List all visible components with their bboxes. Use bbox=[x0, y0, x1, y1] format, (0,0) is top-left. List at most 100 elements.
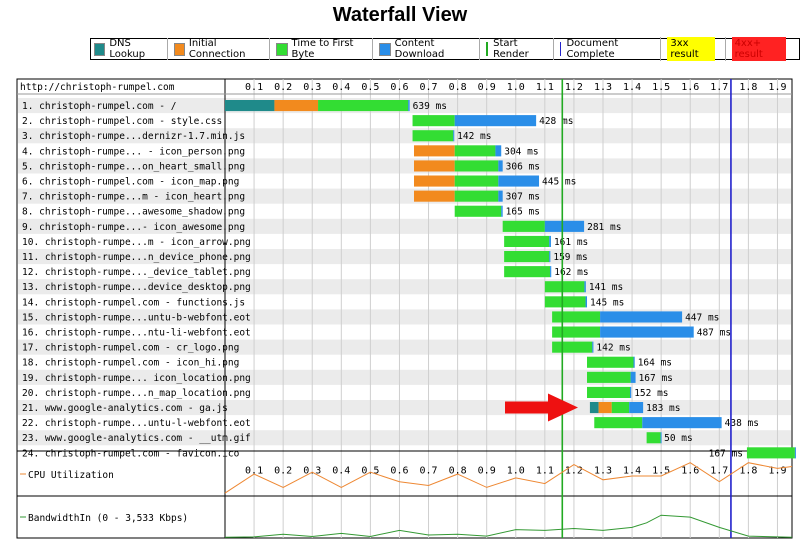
bar-connect bbox=[414, 160, 455, 172]
bar-ttfb bbox=[504, 266, 551, 278]
x-tick-label-bottom: 0.8 bbox=[449, 465, 467, 476]
request-label: 10. christoph-rumpe...m - icon_arrow.png bbox=[22, 237, 251, 248]
request-duration: 306 ms bbox=[506, 161, 540, 172]
x-tick-label-bottom: 0.3 bbox=[303, 465, 321, 476]
legend-label: Start Render bbox=[493, 38, 529, 60]
request-duration: 165 ms bbox=[506, 207, 540, 218]
legend-label: DNS Lookup bbox=[109, 38, 146, 60]
x-tick-label-top: 1.2 bbox=[565, 82, 583, 93]
legend-item: Content Download bbox=[372, 38, 473, 60]
bar-connect bbox=[414, 145, 455, 157]
bar-download bbox=[600, 326, 694, 338]
bar-connect bbox=[414, 190, 455, 202]
request-label: 1. christoph-rumpel.com - / bbox=[22, 101, 176, 112]
bar-ttfb bbox=[587, 356, 634, 368]
request-label: 21. www.google-analytics.com - ga.js bbox=[22, 403, 228, 414]
x-tick-label-bottom: 0.5 bbox=[361, 465, 379, 476]
x-tick-label-bottom: 1.0 bbox=[507, 465, 525, 476]
bar-ttfb bbox=[454, 190, 499, 202]
bar-download bbox=[550, 266, 552, 278]
x-tick-label-top: 0.5 bbox=[361, 82, 379, 93]
x-tick-label-bottom: 0.1 bbox=[245, 465, 263, 476]
request-label: 17. christoph-rumpel.com - cr_logo.png bbox=[22, 343, 239, 354]
row-stripe bbox=[18, 249, 791, 265]
bar-ttfb bbox=[412, 115, 455, 127]
bar-ttfb bbox=[552, 326, 601, 338]
x-tick-label-top: 0.4 bbox=[332, 82, 350, 93]
bar-download bbox=[501, 205, 503, 217]
request-duration: 167 ms bbox=[709, 448, 743, 459]
request-duration: 447 ms bbox=[685, 312, 719, 323]
request-label: 19. christoph-rumpe... icon_location.png bbox=[22, 373, 251, 384]
legend-label: 4xx+ result bbox=[731, 37, 786, 61]
request-label: 7. christoph-rumpe...m - icon_heart.png bbox=[22, 192, 245, 203]
legend-swatch bbox=[94, 42, 106, 56]
request-duration: 639 ms bbox=[413, 101, 447, 112]
x-tick-label-top: 0.2 bbox=[274, 82, 292, 93]
bar-download bbox=[585, 296, 588, 308]
bar-download bbox=[642, 417, 722, 429]
legend-item: DNS Lookup bbox=[94, 38, 161, 60]
request-duration: 428 ms bbox=[539, 116, 573, 127]
request-label: 24. christoph-rumpel.com - favicon.ico bbox=[22, 448, 240, 459]
bar-download bbox=[549, 251, 551, 263]
bar-dns bbox=[589, 402, 599, 414]
legend-swatch bbox=[173, 42, 185, 56]
bar-ttfb bbox=[552, 311, 601, 323]
bandwidth-in-label: BandwidthIn (0 - 3,533 Kbps) bbox=[28, 513, 188, 524]
annotation-arrow bbox=[505, 393, 578, 422]
request-label: 23. www.google-analytics.com - __utm.gif bbox=[22, 433, 251, 444]
request-label: 14. christoph-rumpel.com - functions.js bbox=[22, 297, 245, 308]
bar-ttfb bbox=[594, 417, 643, 429]
bar-ttfb bbox=[454, 160, 499, 172]
legend-line bbox=[559, 42, 562, 56]
bar-download bbox=[794, 447, 796, 459]
legend-item: Initial Connection bbox=[166, 38, 264, 60]
request-duration: 445 ms bbox=[542, 177, 576, 188]
bar-ttfb bbox=[552, 341, 593, 353]
request-duration: 281 ms bbox=[587, 222, 621, 233]
bar-ttfb bbox=[502, 220, 545, 232]
request-label: 20. christoph-rumpe...n_map_location.png bbox=[22, 388, 251, 399]
row-stripe bbox=[18, 430, 791, 446]
legend-label: Initial Connection bbox=[188, 38, 246, 60]
legend: DNS Lookup Initial Connection Time to Firs… bbox=[90, 37, 800, 61]
bar-ttfb bbox=[504, 251, 550, 263]
bar-download bbox=[498, 175, 540, 187]
x-tick-label-top: 0.7 bbox=[420, 82, 438, 93]
bar-ttfb bbox=[746, 447, 795, 459]
cpu-utilization-line bbox=[224, 462, 793, 494]
bar-ttfb bbox=[587, 386, 631, 398]
request-label: 2. christoph-rumpel.com - style.css bbox=[22, 116, 222, 127]
x-tick-label-top: 1.8 bbox=[739, 82, 757, 93]
legend-swatch bbox=[379, 42, 391, 56]
bar-download bbox=[498, 190, 503, 202]
x-tick-label-bottom: 1.6 bbox=[681, 465, 699, 476]
row-stripe bbox=[18, 339, 791, 355]
request-label: 11. christoph-rumpe...n_device_phone.png bbox=[22, 252, 251, 263]
page-title: Waterfall View bbox=[332, 4, 468, 26]
bar-download bbox=[584, 281, 586, 293]
x-tick-label-bottom: 1.4 bbox=[623, 465, 641, 476]
request-duration: 304 ms bbox=[504, 146, 538, 157]
request-label: 8. christoph-rumpe...awesome_shadow.png bbox=[22, 207, 245, 218]
request-duration: 159 ms bbox=[553, 252, 587, 263]
page-url: http://christoph-rumpel.com bbox=[20, 82, 175, 93]
bar-download bbox=[633, 356, 635, 368]
request-duration: 141 ms bbox=[589, 282, 623, 293]
bar-ttfb bbox=[587, 371, 631, 383]
bar-ttfb bbox=[646, 432, 661, 444]
request-label: 4. christoph-rumpe... - icon_person.png bbox=[22, 146, 245, 157]
bar-download bbox=[592, 341, 594, 353]
request-duration: 50 ms bbox=[664, 433, 693, 444]
request-label: 13. christoph-rumpe...device_desktop.png bbox=[22, 282, 251, 293]
bar-download bbox=[629, 402, 644, 414]
request-duration: 161 ms bbox=[554, 237, 588, 248]
request-label: 16. christoph-rumpe...ntu-li-webfont.eot bbox=[22, 328, 251, 339]
x-tick-label-top: 0.3 bbox=[303, 82, 321, 93]
legend-label: Content Download bbox=[394, 38, 445, 60]
request-label: 22. christoph-rumpe...untu-l-webfont.eot bbox=[22, 418, 251, 429]
cpu-utilization-label: CPU Utilization bbox=[28, 470, 114, 481]
x-tick-label-bottom: 1.2 bbox=[565, 465, 583, 476]
